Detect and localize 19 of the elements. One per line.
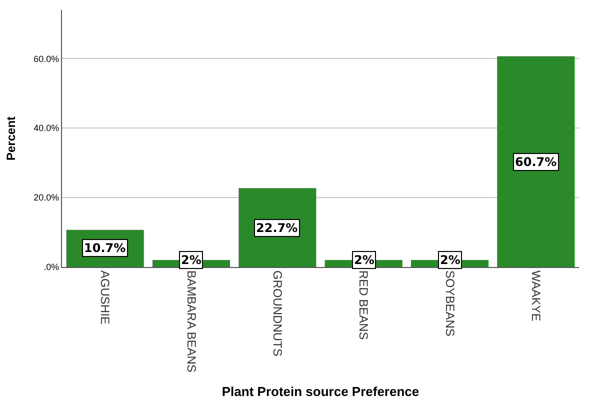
data-label: 60.7% [515, 155, 557, 169]
data-label: 2% [354, 253, 374, 267]
x-tick-label: BAMBARA BEANS [184, 270, 198, 372]
bar [497, 56, 575, 267]
y-tick-label: 20.0% [34, 192, 60, 203]
x-tick-label: RED BEANS [356, 270, 371, 340]
data-label: 10.7% [84, 241, 126, 255]
y-tick-label: 40.0% [34, 123, 60, 134]
y-axis-title: Percent [4, 116, 18, 161]
data-label: 2% [181, 253, 202, 267]
x-tick-label: AGUSHIE [98, 270, 112, 324]
y-tick-label: .0% [44, 262, 60, 272]
x-axis-title: Plant Protein source Preference [222, 384, 420, 400]
x-tick-label: GROUNDNUTS [270, 270, 285, 356]
x-tick-label: WAAKYE [529, 270, 544, 322]
x-tick-label: SOYBEANS [442, 270, 457, 336]
y-tick-label: 60.0% [34, 54, 60, 64]
data-label: 22.7% [256, 221, 298, 235]
data-label: 2% [440, 253, 460, 267]
